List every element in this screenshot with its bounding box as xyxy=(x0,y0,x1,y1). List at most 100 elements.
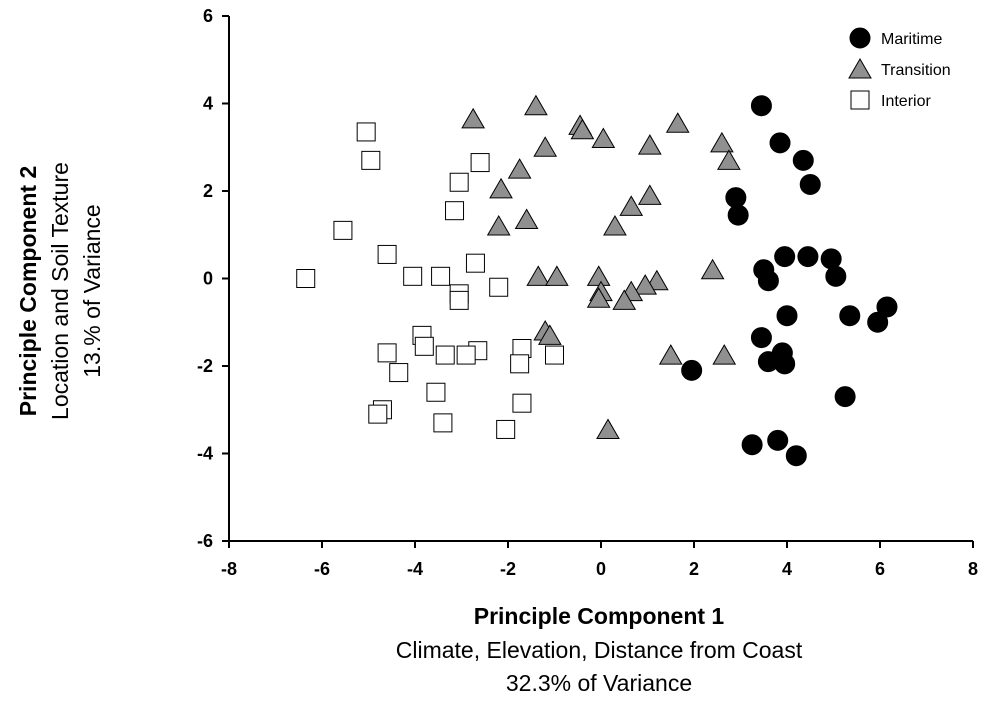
interior-point xyxy=(333,220,353,240)
legend-transition-marker xyxy=(848,58,872,79)
y-tick-label: -4 xyxy=(197,444,213,464)
transition-point xyxy=(637,184,662,205)
x-tick-label: 0 xyxy=(596,559,606,579)
interior-point xyxy=(445,201,465,221)
maritime-point xyxy=(725,187,747,209)
transition-point xyxy=(507,158,532,179)
transition-point xyxy=(596,418,620,439)
transition-point xyxy=(570,118,595,140)
interior-point xyxy=(389,363,409,383)
interior-point xyxy=(512,393,532,413)
maritime-point xyxy=(820,248,842,270)
maritime-point xyxy=(792,149,814,171)
x-tick-label: 2 xyxy=(689,559,699,579)
transition-point xyxy=(533,136,558,157)
legend-transition-label: Transition xyxy=(881,62,951,79)
transition-point xyxy=(526,265,551,286)
x-axis-subtitle-1: Climate, Elevation, Distance from Coast xyxy=(396,637,803,663)
plot-axes xyxy=(222,15,974,548)
interior-point xyxy=(510,354,530,374)
data-points xyxy=(296,94,898,467)
interior-point xyxy=(377,244,397,264)
maritime-point xyxy=(767,429,789,451)
transition-point xyxy=(537,324,562,345)
x-axis-title: Principle Component 1 xyxy=(474,603,725,629)
transition-point xyxy=(461,107,485,129)
maritime-point xyxy=(774,246,796,268)
series-interior xyxy=(296,122,564,439)
legend-maritime-label: Maritime xyxy=(881,31,942,48)
interior-point xyxy=(356,122,376,142)
interior-point xyxy=(296,269,316,288)
interior-point xyxy=(361,150,381,170)
x-tick-label: -4 xyxy=(407,559,423,579)
transition-point xyxy=(700,258,725,280)
transition-point xyxy=(489,177,513,199)
x-tick-label: 8 xyxy=(968,559,978,579)
interior-point xyxy=(414,336,434,356)
transition-point xyxy=(633,274,658,295)
maritime-point xyxy=(825,265,847,287)
maritime-point xyxy=(757,270,779,292)
transition-point xyxy=(717,149,741,170)
transition-point xyxy=(586,265,611,286)
maritime-point xyxy=(774,353,796,375)
maritime-point xyxy=(750,327,772,349)
maritime-point xyxy=(867,311,889,333)
interior-point xyxy=(431,266,451,286)
y-axis-subtitle-2: 13.% of Variance xyxy=(79,204,105,377)
y-tick-label: 2 xyxy=(203,181,213,201)
maritime-point xyxy=(799,173,821,195)
legend-interior-marker xyxy=(850,90,870,110)
transition-point xyxy=(514,208,539,229)
x-tick-label: -6 xyxy=(314,559,330,579)
transition-point xyxy=(591,127,616,148)
transition-point xyxy=(637,134,662,155)
interior-point xyxy=(449,290,469,310)
maritime-point xyxy=(876,296,898,318)
maritime-point xyxy=(741,434,763,456)
y-axis-subtitle-1: Location and Soil Texture xyxy=(47,162,73,420)
x-tick-label: 4 xyxy=(782,559,792,579)
interior-point xyxy=(496,419,516,439)
y-tick-label: 6 xyxy=(203,6,213,26)
y-tick-label: 0 xyxy=(203,269,213,289)
series-maritime xyxy=(681,95,898,467)
transition-point xyxy=(658,344,683,365)
maritime-point xyxy=(769,132,791,154)
transition-point xyxy=(486,215,511,236)
maritime-point xyxy=(681,359,703,381)
y-axis-title: Principle Component 2 xyxy=(15,166,41,416)
transition-point xyxy=(710,131,734,153)
interior-point xyxy=(426,382,446,402)
legend-maritime-marker xyxy=(849,27,871,49)
legend: Maritime Transition Interior xyxy=(848,27,951,110)
maritime-point xyxy=(776,305,798,327)
x-axis-subtitle-2: 32.3% of Variance xyxy=(506,670,692,696)
transition-point xyxy=(665,112,690,133)
maritime-point xyxy=(785,445,807,467)
interior-point xyxy=(377,343,397,363)
y-tick-label: 4 xyxy=(203,94,213,114)
x-tick-label: -8 xyxy=(221,559,237,579)
interior-point xyxy=(403,266,423,286)
maritime-point xyxy=(750,95,772,117)
maritime-point xyxy=(727,204,749,226)
x-tick-label: 6 xyxy=(875,559,885,579)
transition-point xyxy=(619,195,644,216)
maritime-point xyxy=(839,305,861,327)
transition-point xyxy=(544,265,569,286)
transition-point xyxy=(612,289,637,310)
maritime-point xyxy=(834,386,856,408)
interior-point xyxy=(545,345,564,365)
maritime-point xyxy=(797,246,819,268)
transition-point xyxy=(586,287,611,308)
interior-point xyxy=(489,277,509,297)
transition-point xyxy=(603,215,627,236)
interior-point xyxy=(456,345,476,365)
transition-point xyxy=(524,94,548,116)
interior-point xyxy=(433,413,453,433)
series-transition xyxy=(461,94,741,439)
tick-labels: -8 -6 -4 -2 0 2 4 6 8 -6 -4 -2 0 2 4 6 xyxy=(197,6,978,579)
